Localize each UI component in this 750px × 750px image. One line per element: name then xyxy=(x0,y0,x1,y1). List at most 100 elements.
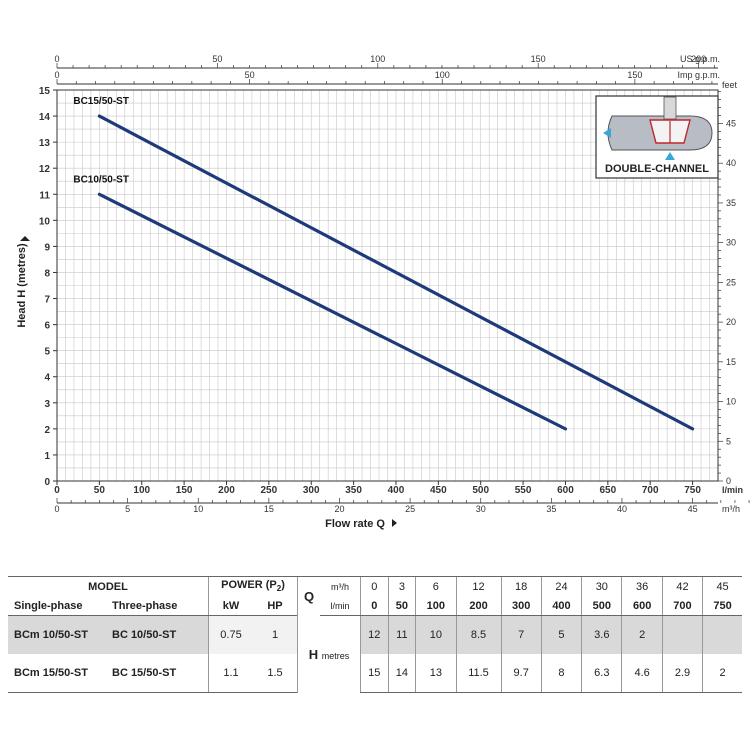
head-cell: 4.6 xyxy=(621,654,663,693)
m3h-tick-label: 15 xyxy=(264,504,274,514)
m3h-tick-label: 30 xyxy=(476,504,486,514)
head-cell: 7 xyxy=(500,615,542,654)
series-line xyxy=(97,114,695,431)
y-tick-label: 12 xyxy=(39,164,51,175)
y-tick-label: 4 xyxy=(44,373,50,384)
m3h-tick-label: 35 xyxy=(546,504,556,514)
feet-tick-label: 10 xyxy=(726,397,736,407)
head-cell: 2 xyxy=(621,615,663,654)
head-cell: 10 xyxy=(415,615,457,654)
head-cell: 8.5 xyxy=(455,615,501,654)
x-tick-label: 450 xyxy=(430,485,447,496)
y-tick-label: 13 xyxy=(39,138,51,149)
head-cell: 11 xyxy=(387,615,416,654)
feet-unit-label: feet xyxy=(722,80,738,90)
y-axis-arrow-icon xyxy=(20,236,30,241)
kw-header: kW xyxy=(208,596,253,616)
pump-shaft xyxy=(663,96,677,120)
x-tick-label: 500 xyxy=(472,485,489,496)
q-m3h-cell: 24 xyxy=(540,576,582,596)
outlet-arrow-icon xyxy=(603,128,611,138)
y-axis-title: Head H (metres) xyxy=(16,243,28,328)
head-cell: 6.3 xyxy=(581,654,622,693)
head-cell: 2 xyxy=(702,654,742,693)
q-m3h-cell: 36 xyxy=(621,576,663,596)
head-cell: 11.5 xyxy=(455,654,501,693)
head-cell xyxy=(702,615,742,654)
q-m3h-cell: 6 xyxy=(415,576,457,596)
x-tick-label: 750 xyxy=(684,485,701,496)
head-cell: 5 xyxy=(540,615,582,654)
y-tick-label: 11 xyxy=(39,190,50,201)
m3h-label: m³/h xyxy=(320,576,361,596)
power-header: POWER (P2) xyxy=(208,576,298,596)
x-tick-label: 150 xyxy=(176,485,193,496)
y-tick-label: 2 xyxy=(44,425,50,436)
x-axis-arrow-icon xyxy=(392,519,397,527)
feet-tick-label: 30 xyxy=(726,238,736,248)
q-m3h-cell: 42 xyxy=(661,576,703,596)
us-gpm-tick-label: 0 xyxy=(54,54,59,64)
imp-gpm-tick-label: 50 xyxy=(245,70,255,80)
head-cell: 2.9 xyxy=(661,654,703,693)
y-tick-label: 14 xyxy=(39,112,51,123)
feet-tick-label: 0 xyxy=(726,476,731,486)
x-tick-label: 250 xyxy=(261,485,278,496)
head-cell: 13 xyxy=(415,654,457,693)
m3h-tick-label: 5 xyxy=(125,504,130,514)
head-cell xyxy=(661,615,703,654)
x-tick-label: 400 xyxy=(388,485,405,496)
m3h-unit-label: m³/h xyxy=(722,504,740,514)
y-tick-label: 9 xyxy=(44,242,50,253)
feet-tick-label: 40 xyxy=(726,158,736,168)
x-tick-label: 700 xyxy=(642,485,659,496)
q-label: Q xyxy=(297,576,320,616)
m3h-tick-label: 20 xyxy=(334,504,344,514)
q-lmin-cell: 200 xyxy=(455,596,501,616)
x-tick-label: 50 xyxy=(94,485,106,496)
y-tick-label: 3 xyxy=(44,399,50,410)
q-lmin-cell: 600 xyxy=(621,596,663,616)
double-channel-inset: DOUBLE-CHANNEL xyxy=(595,95,719,179)
lmin-label: l/min xyxy=(320,596,361,616)
x-tick-label: 350 xyxy=(345,485,362,496)
us-gpm-tick-label: 100 xyxy=(370,54,385,64)
three-phase-header: Three-phase xyxy=(106,596,209,616)
feet-tick-label: 15 xyxy=(726,357,736,367)
q-m3h-cell: 12 xyxy=(455,576,501,596)
us-gpm-unit-label: US g.p.m. xyxy=(680,54,720,64)
y-tick-label: 1 xyxy=(44,451,50,462)
head-cell: 15 xyxy=(360,654,389,693)
performance-table: MODEL POWER (P2) Q m³/h 0 3 6 12 18 24 3… xyxy=(8,576,742,693)
q-m3h-cell: 0 xyxy=(360,576,389,596)
hp-header: HP xyxy=(253,596,298,616)
y-tick-label: 7 xyxy=(44,295,50,306)
feet-tick-label: 25 xyxy=(726,277,736,287)
x-tick-label: 550 xyxy=(515,485,532,496)
y-tick-label: 6 xyxy=(44,321,50,332)
single-phase-model: BCm 15/50-ST xyxy=(8,654,106,693)
power-kw: 0.75 xyxy=(208,615,253,654)
feet-tick-label: 20 xyxy=(726,317,736,327)
inlet-arrow-icon xyxy=(665,152,675,160)
q-lmin-cell: 0 xyxy=(360,596,389,616)
y-tick-label: 8 xyxy=(44,268,50,279)
three-phase-model: BC 10/50-ST xyxy=(106,615,209,654)
x-tick-label: 300 xyxy=(303,485,320,496)
feet-tick-label: 5 xyxy=(726,436,731,446)
plot-frame xyxy=(56,89,719,482)
chart-grid xyxy=(56,89,719,482)
m3h-tick-label: 0 xyxy=(54,504,59,514)
imp-gpm-unit-label: Imp g.p.m. xyxy=(677,70,720,80)
m3h-tick-label: 25 xyxy=(405,504,415,514)
q-m3h-cell: 45 xyxy=(702,576,742,596)
x-tick-label: 200 xyxy=(218,485,235,496)
model-header: MODEL xyxy=(8,576,209,596)
us-gpm-tick-label: 200 xyxy=(691,54,706,64)
x-tick-label: 0 xyxy=(54,485,60,496)
m3h-tick-label: 40 xyxy=(617,504,627,514)
power-hp: 1 xyxy=(253,615,298,654)
three-phase-model: BC 15/50-ST xyxy=(106,654,209,693)
feet-tick-label: 45 xyxy=(726,118,736,128)
